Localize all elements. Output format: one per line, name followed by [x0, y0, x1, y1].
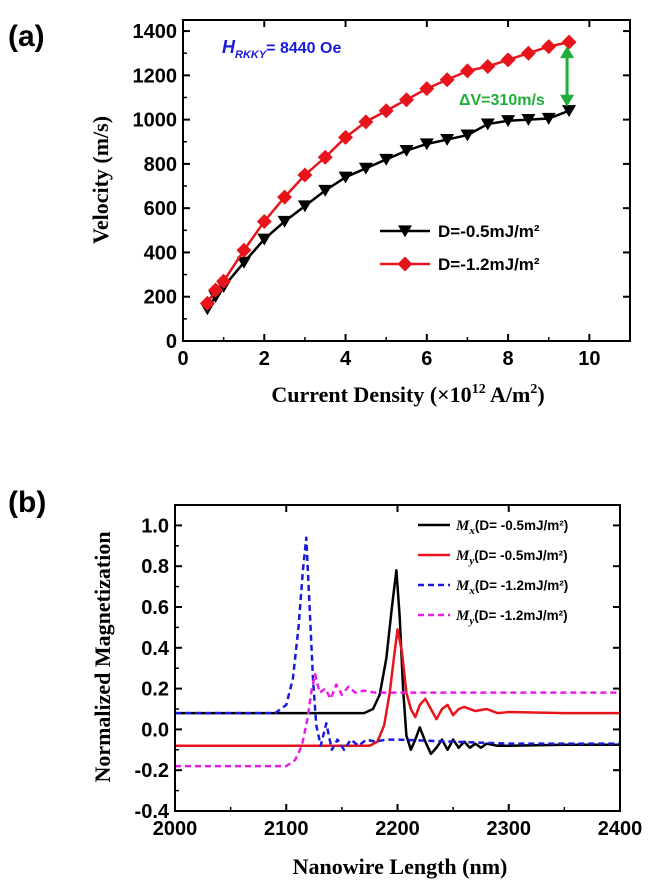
plot-frame-a	[182, 19, 631, 342]
legend-marker-a	[397, 256, 413, 272]
x-axis-title-a: Current Density (×1012 A/m2)	[271, 382, 544, 407]
x-tick-label-b: 2400	[598, 818, 643, 840]
x-tick-label-a: 10	[578, 348, 600, 370]
data-point-a	[257, 233, 272, 246]
panel-a: (a) 0 2 4 6 8 10 0 200 400 600 800 1000 1200 1400 Cur…	[8, 19, 631, 407]
x-tick-label-a: 8	[503, 348, 514, 370]
y-tick-label-a: 0	[166, 331, 177, 353]
data-point-a	[399, 92, 414, 108]
series-line-b-1	[175, 628, 620, 747]
series-a-0	[200, 105, 577, 316]
series-line-b-3	[175, 673, 620, 768]
series-a-1	[199, 34, 577, 311]
y-tick-label-b: -0.4	[135, 801, 170, 823]
data-point-a	[460, 129, 475, 142]
y-tick-label-b: 0.0	[141, 719, 169, 741]
data-point-a	[256, 213, 272, 229]
data-point-a	[236, 242, 252, 258]
y-tick-label-b: 0.2	[141, 679, 169, 701]
panel-b-label: (b)	[8, 486, 46, 519]
data-point-a	[521, 114, 536, 126]
y-tick-label-a: 400	[144, 242, 177, 264]
data-point-a	[216, 273, 232, 289]
x-tick-label-b: 2000	[153, 818, 198, 840]
data-point-a	[501, 115, 516, 128]
y-axis-title-b: Normalized Magnetization	[90, 531, 115, 782]
data-point-a	[561, 34, 577, 50]
y-tick-label-a: 200	[144, 287, 177, 309]
legend-label-b: My(D= -1.2mJ/m²)	[455, 608, 568, 627]
x-tick-label-b: 2100	[264, 818, 309, 840]
x-tick-label-a: 4	[340, 348, 352, 370]
data-point-a	[459, 63, 475, 79]
y-tick-label-a: 1200	[133, 65, 178, 87]
y-tick-label-b: 1.0	[141, 515, 169, 537]
x-axis-title-b: Nanowire Length (nm)	[293, 854, 508, 879]
legend-label-a: D=-1.2mJ/m²	[438, 255, 540, 274]
data-point-a	[480, 58, 496, 74]
legend-label-b: Mx(D= -0.5mJ/m²)	[455, 518, 568, 537]
data-point-a	[358, 162, 373, 175]
legend-a: D=-0.5mJ/m² D=-1.2mJ/m²	[380, 222, 540, 274]
x-tick-label-b: 2300	[487, 818, 532, 840]
delta-v-annotation: ΔV=310m/s	[459, 92, 545, 109]
data-point-a	[297, 167, 313, 183]
data-point-a	[199, 295, 215, 311]
data-point-a	[358, 114, 374, 130]
data-point-a	[338, 129, 354, 145]
y-tick-label-a: 800	[144, 154, 177, 176]
delta-v-arrowhead-down	[560, 94, 575, 107]
data-point-a	[500, 52, 516, 68]
panel-a-label: (a)	[8, 20, 45, 53]
y-tick-label-b: 0.8	[141, 556, 169, 578]
delta-v-arrowhead-up	[560, 46, 575, 59]
data-point-a	[419, 138, 434, 151]
legend-label-b: Mx(D= -1.2mJ/m²)	[455, 578, 568, 597]
panel-b: (b) 2000 2100 2200 2300 2400 -0.4 -0.2 0.0 0.2 0.…	[8, 486, 642, 879]
data-point-a	[208, 282, 224, 298]
data-point-a	[317, 149, 333, 165]
data-point-a	[399, 145, 414, 157]
data-point-a	[277, 189, 293, 205]
series-line-b-2	[175, 536, 620, 752]
x-tick-label-a: 0	[177, 348, 188, 370]
data-point-a	[480, 118, 495, 131]
y-tick-label-b: 0.4	[141, 638, 170, 660]
x-tick-label-b: 2200	[375, 818, 420, 840]
y-tick-label-a: 600	[144, 198, 177, 220]
delta-v-arrow	[560, 46, 575, 107]
data-point-a	[379, 153, 394, 166]
series-line-b-0	[175, 569, 620, 756]
data-point-a	[562, 105, 577, 118]
data-point-a	[439, 72, 455, 88]
y-tick-label-a: 1400	[133, 21, 178, 43]
series-line-a	[206, 109, 570, 310]
y-tick-label-a: 1000	[133, 110, 178, 132]
data-point-a	[318, 184, 333, 197]
data-point-a	[297, 200, 312, 213]
y-tick-label-b: 0.6	[141, 597, 169, 619]
y-tick-label-b: -0.2	[135, 760, 169, 782]
legend-marker-a	[398, 225, 412, 238]
data-point-a	[378, 103, 394, 119]
data-point-a	[236, 256, 251, 269]
data-point-a	[440, 133, 455, 146]
legend-b: Mx(D= -0.5mJ/m²) My(D= -0.5mJ/m²) Mx(D= -1…	[418, 518, 568, 627]
y-axis-title-a: Velocity (m/s)	[88, 116, 113, 244]
x-tick-label-a: 6	[421, 348, 432, 370]
data-point-a	[419, 81, 435, 97]
hrkky-annotation: HRKKY= 8440 Oe	[222, 37, 341, 61]
data-point-a	[520, 45, 536, 61]
data-point-a	[541, 39, 557, 55]
data-point-a	[277, 215, 292, 228]
legend-label-a: D=-0.5mJ/m²	[438, 222, 540, 241]
data-point-a	[541, 112, 556, 125]
legend-label-b: My(D= -0.5mJ/m²)	[455, 548, 568, 567]
data-point-a	[338, 171, 353, 184]
x-tick-label-a: 2	[259, 348, 270, 370]
